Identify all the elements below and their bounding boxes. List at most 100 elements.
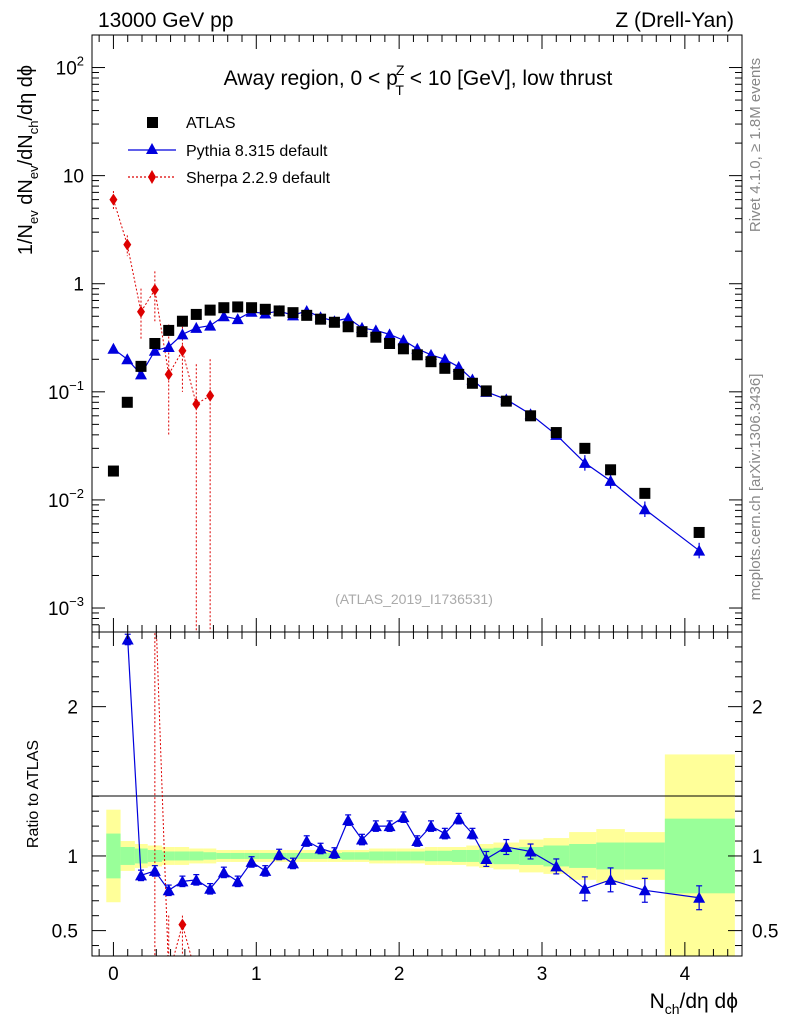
legend-label-pythia: Pythia 8.315 default: [186, 143, 328, 160]
pythia-point: [342, 312, 355, 324]
atlas-point: [273, 305, 285, 317]
x-tick-label: 3: [537, 964, 548, 985]
x-axis-label-main: N: [650, 990, 665, 1013]
pythia-ratio-point: [314, 842, 327, 854]
ratio-y-tick-label: 0.5: [52, 922, 78, 943]
main-y-tick-base: 10: [56, 59, 77, 80]
ratio-band-stat: [596, 842, 625, 870]
atlas-point: [425, 356, 437, 368]
main-y-tick-base: 10: [48, 491, 69, 512]
pythia-ratio-point: [328, 846, 341, 858]
pythia-point: [107, 342, 120, 354]
x-tick-label: 2: [394, 964, 405, 985]
main-y-tick-label: 102: [56, 54, 84, 80]
ratio-band-stat: [203, 852, 217, 860]
legend: ATLAS Pythia 8.315 default Sherpa 2.2.9 …: [128, 115, 331, 187]
main-y-tick-label: 10−3: [48, 594, 84, 620]
pythia-ratio-point: [148, 864, 161, 876]
chart-title-sup: Z: [396, 62, 405, 78]
pythia-point: [383, 328, 396, 340]
pythia-ratio-point: [259, 864, 272, 876]
legend-marker-sherpa: [148, 170, 156, 184]
atlas-point: [605, 464, 617, 476]
pythia-ratio-point: [524, 845, 537, 857]
main-series: [107, 191, 706, 632]
ratio-band-stat: [313, 852, 328, 859]
atlas-point: [301, 309, 313, 321]
pythia-ratio-line: [127, 639, 700, 899]
y-axis-label: 1/Nev dNev/dNch/dη dϕ: [15, 65, 41, 255]
pythia-point: [121, 353, 134, 365]
y-axis-label-b-sub: ev: [26, 165, 41, 179]
pythia-ratio-point: [604, 873, 617, 885]
pythia-point: [135, 368, 147, 380]
ratio-band-stat: [244, 852, 260, 859]
ratio-y-label: Ratio to ATLAS: [25, 740, 42, 848]
pythia-point: [176, 328, 189, 340]
ratio-band-stat: [342, 852, 355, 860]
atlas-point: [246, 302, 258, 314]
pythia-ratio-point: [176, 875, 189, 887]
atlas-point: [190, 308, 202, 320]
legend-label-sherpa: Sherpa 2.2.9 default: [186, 170, 331, 187]
ratio-y-axis: 2 2 1 1 0.5 0.5: [52, 646, 778, 947]
atlas-point: [328, 316, 340, 328]
legend-marker-pythia: [146, 143, 158, 154]
atlas-point: [259, 303, 271, 315]
main-y-tick-label: 10−2: [48, 486, 84, 512]
pythia-ratio-point: [287, 857, 299, 869]
main-y-tick-exponent: 2: [77, 54, 84, 69]
main-y-tick-label: 10−1: [48, 378, 84, 404]
header-collision: 13000 GeV pp: [98, 9, 233, 32]
pythia-point: [578, 456, 591, 468]
main-y-tick-exponent: −1: [69, 378, 84, 393]
atlas-point: [397, 343, 409, 355]
atlas-point: [232, 301, 244, 313]
pythia-point: [204, 319, 217, 331]
ratio-band-stat: [162, 851, 175, 861]
pythia-ratio-point: [190, 873, 203, 885]
atlas-point: [370, 331, 382, 343]
sherpa-point: [206, 389, 215, 402]
pythia-ratio-point: [500, 841, 513, 853]
pythia-point: [693, 544, 706, 556]
pythia-ratio-point: [217, 866, 230, 878]
main-x-ticks: [98, 35, 743, 632]
sherpa-ratio-line: [155, 632, 192, 956]
y-axis-label-c: /dN: [15, 134, 37, 165]
pythia-ratio-point: [397, 811, 410, 823]
ratio-band-stat: [106, 833, 121, 879]
side-rivet-label: Rivet 4.1.0, ≥ 1.8M events: [747, 58, 764, 232]
ratio-y-tick-label-right: 2: [752, 698, 763, 719]
ratio-band-stat: [624, 842, 665, 870]
pythia-point: [148, 344, 161, 356]
ratio-band-stat: [396, 851, 411, 861]
x-axis-label: Nch/dη dϕ: [650, 990, 738, 1017]
sherpa-ratio-point: [178, 918, 187, 931]
atlas-point: [107, 465, 119, 477]
pythia-ratio-point: [300, 835, 313, 847]
y-axis-label-a: 1/N: [15, 224, 37, 255]
atlas-point: [453, 368, 465, 380]
ratio-band-stat: [466, 849, 480, 862]
main-y-tick-base: 10: [48, 383, 69, 404]
sherpa-point: [164, 368, 173, 381]
atlas-point: [135, 360, 147, 372]
atlas-point: [466, 377, 478, 389]
ratio-band-stat: [569, 844, 597, 868]
ratio-band-stat: [437, 850, 452, 862]
pythia-ratio-point: [466, 827, 479, 839]
pythia-ratio-point: [231, 875, 244, 887]
ratio-series: [121, 632, 706, 956]
atlas-point: [639, 487, 651, 499]
ratio-band-stat: [424, 850, 438, 862]
atlas-point: [693, 526, 705, 538]
ratio-band-stat: [410, 851, 425, 861]
legend-label-atlas: ATLAS: [186, 115, 236, 132]
atlas-point: [500, 395, 512, 407]
pythia-point: [217, 310, 230, 322]
ratio-band-stat: [147, 849, 162, 862]
legend-marker-atlas: [147, 117, 158, 128]
